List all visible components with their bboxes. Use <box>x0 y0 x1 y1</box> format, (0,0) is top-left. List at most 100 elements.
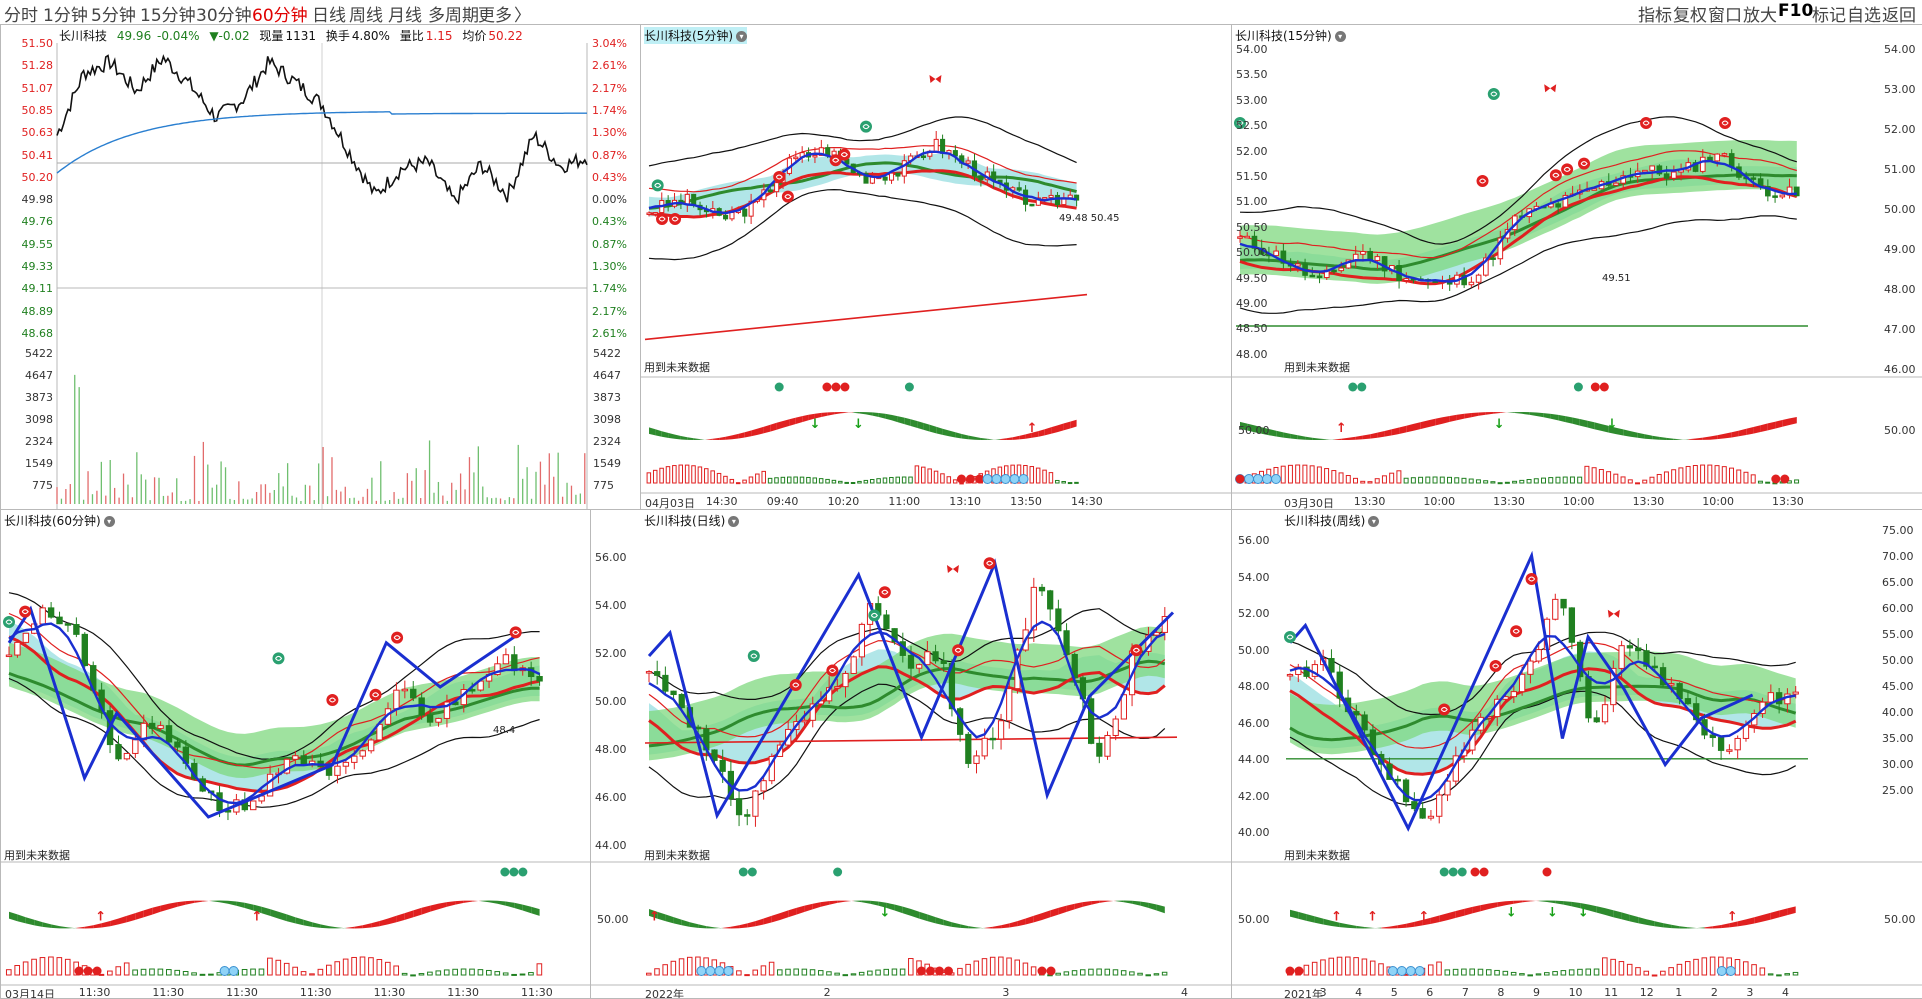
price-tick: 49.55 <box>21 237 54 251</box>
m15-pane[interactable]: ↑ ↓ ↓ 长川科技(15分钟) ▾ 用到未来数据 49.51 03月30日 13:30… <box>1231 24 1922 511</box>
m60-pane[interactable]: ↑ ↑ 长川科技(60分钟) ▾ 用到未来数据 48.4 03月14日 11:30 11… <box>0 509 592 999</box>
tab-1min[interactable]: 1分钟 <box>43 6 88 26</box>
oscillator-fill <box>919 911 928 922</box>
chevron-down-icon[interactable]: ▾ <box>1368 516 1380 527</box>
price-tick: 49.00 <box>1236 297 1268 310</box>
m5-chart[interactable]: ↓ ↓ ↑ <box>641 25 1232 510</box>
price-tick: 48.68 <box>21 326 54 340</box>
tab-5min[interactable]: 5分钟 <box>91 6 136 26</box>
oscillator-fill <box>976 927 985 929</box>
sell-signal-icon <box>829 154 842 167</box>
weekly-title[interactable]: 长川科技(周线) ▾ <box>1284 512 1380 529</box>
tab-daily[interactable]: 日线 <box>312 6 346 26</box>
chevron-down-icon[interactable]: ▾ <box>728 516 740 527</box>
oscillator-fill <box>1472 905 1481 914</box>
m5-pane[interactable]: ↓ ↓ ↑ 长川科技(5分钟) ▾ 用到未来数据 49.48 50.45 04月03日… <box>640 24 1233 511</box>
candle-body <box>115 744 122 760</box>
volume-tick: 3098 <box>25 413 53 426</box>
tab-30min[interactable]: 30分钟 <box>196 6 252 26</box>
tab-60min[interactable]: 60分钟 <box>252 6 308 26</box>
oscillator-fill <box>1025 915 1034 925</box>
volume-bar <box>1067 482 1073 485</box>
sub-tick: 50.00 <box>1884 424 1916 437</box>
bollinger-lower <box>8 677 540 808</box>
back-button[interactable]: 返回 <box>1882 6 1916 26</box>
signal-glyph <box>21 609 29 615</box>
candle-body <box>1048 194 1054 199</box>
mark-button[interactable]: 标记 <box>1812 6 1846 26</box>
f10-button[interactable]: F10 <box>1778 1 1814 21</box>
volume-bar <box>1096 968 1102 976</box>
window-button[interactable]: 窗口 <box>1708 6 1742 26</box>
weekly-chart[interactable]: ↑ ↑ ↑ ↓ ↓ ↓ ↑ <box>1232 510 1922 998</box>
volume-bar <box>1112 969 1119 976</box>
m5-title[interactable]: 长川科技(5分钟) ▾ <box>644 27 747 44</box>
indicator-button[interactable]: 指标 <box>1638 6 1672 26</box>
oscillator-fill <box>1370 432 1378 439</box>
daily-chart[interactable]: ↑ ↓ <box>591 510 1232 998</box>
chevron-down-icon[interactable]: ▾ <box>103 516 115 527</box>
candle-body <box>920 155 926 158</box>
more-arrow-icon[interactable]: 〉 <box>514 6 531 26</box>
oscillator-fill <box>278 911 287 922</box>
weekly-pane[interactable]: ↑ ↑ ↑ ↓ ↓ ↓ ↑ 长川科技(周线) ▾ 用到未来数据 2021年 3 4 5 6 7 8 9 10 1… <box>1231 509 1922 999</box>
buy-signal-icon <box>3 616 15 628</box>
signal-glyph <box>329 697 337 703</box>
oscillator-fill <box>1652 435 1660 440</box>
candle-body <box>1601 704 1609 723</box>
oscillator-fill <box>763 915 772 925</box>
zoom-button[interactable]: 放大 <box>1743 6 1777 26</box>
oscillator-fill <box>1439 913 1448 923</box>
x-tick: 13:10 <box>949 495 981 508</box>
volume-bar <box>1767 973 1774 976</box>
candle-body <box>1663 173 1670 179</box>
tab-weekly[interactable]: 周线 <box>349 6 383 26</box>
watchlist-button[interactable]: 自选 <box>1847 6 1881 26</box>
intraday-chart[interactable] <box>1 25 641 510</box>
m5-price-note: 49.48 50.45 <box>1059 213 1120 224</box>
volume-bar <box>359 956 366 976</box>
tab-timeshare[interactable]: 分时 <box>4 6 38 26</box>
signal-glyph <box>658 216 666 222</box>
tab-15min[interactable]: 15分钟 <box>140 6 196 26</box>
m60-chart[interactable]: ↑ ↑ <box>1 510 591 998</box>
volume-bar <box>1316 466 1322 484</box>
volume-tick: 4647 <box>25 369 53 382</box>
m15-title[interactable]: 长川科技(15分钟) ▾ <box>1235 27 1346 44</box>
pct-tick: 2.17% <box>592 304 627 318</box>
candle-body <box>748 200 754 217</box>
m15-chart[interactable]: ↑ ↓ ↓ <box>1232 25 1922 510</box>
volume-bar <box>1555 476 1561 484</box>
change-pct: -0.04% <box>157 29 200 43</box>
oscillator-fill <box>1659 436 1667 440</box>
daily-title[interactable]: 长川科技(日线) ▾ <box>644 512 740 529</box>
m60-title[interactable]: 长川科技(60分钟) ▾ <box>4 512 115 529</box>
volume-bar <box>1088 968 1094 976</box>
volume-bar <box>1569 476 1575 484</box>
pct-tick: 0.87% <box>592 148 627 162</box>
candle-body <box>266 773 274 797</box>
daily-pane[interactable]: ↑ ↓ 长川科技(日线) ▾ 用到未来数据 2022年 2 3 4 56.00 54.00 52… <box>590 509 1233 999</box>
intraday-pane[interactable]: 长川科技 49.96 -0.04% ▼-0.02 现量 1131 换手 4.80% … <box>0 24 642 511</box>
x-tick: 6 <box>1426 986 1434 999</box>
volume-bar <box>393 965 400 976</box>
price-tick: 56.00 <box>595 551 627 564</box>
oscillator-fill <box>1009 921 1018 928</box>
stock-name: 长川科技 <box>59 29 108 43</box>
volume-bar <box>998 956 1004 976</box>
tab-monthly[interactable]: 月线 <box>388 6 422 26</box>
tab-multi-period[interactable]: 多周期 <box>428 6 479 26</box>
candle-body <box>825 147 831 156</box>
weekly-title-text: 长川科技(周线) <box>1284 514 1366 528</box>
oscillator-fill <box>1505 900 1514 906</box>
chevron-down-icon[interactable]: ▾ <box>1334 31 1346 42</box>
signal-glyph <box>840 152 848 158</box>
chevron-down-icon[interactable]: ▾ <box>736 31 747 42</box>
tab-more[interactable]: 更多 <box>478 6 512 26</box>
volume-tick: 775 <box>32 479 53 492</box>
volume-bar <box>1750 474 1756 484</box>
oscillator-fill <box>897 416 905 425</box>
volume-bar <box>502 972 509 976</box>
adjust-button[interactable]: 复权 <box>1673 6 1707 26</box>
price-tick: 50.63 <box>21 126 54 140</box>
